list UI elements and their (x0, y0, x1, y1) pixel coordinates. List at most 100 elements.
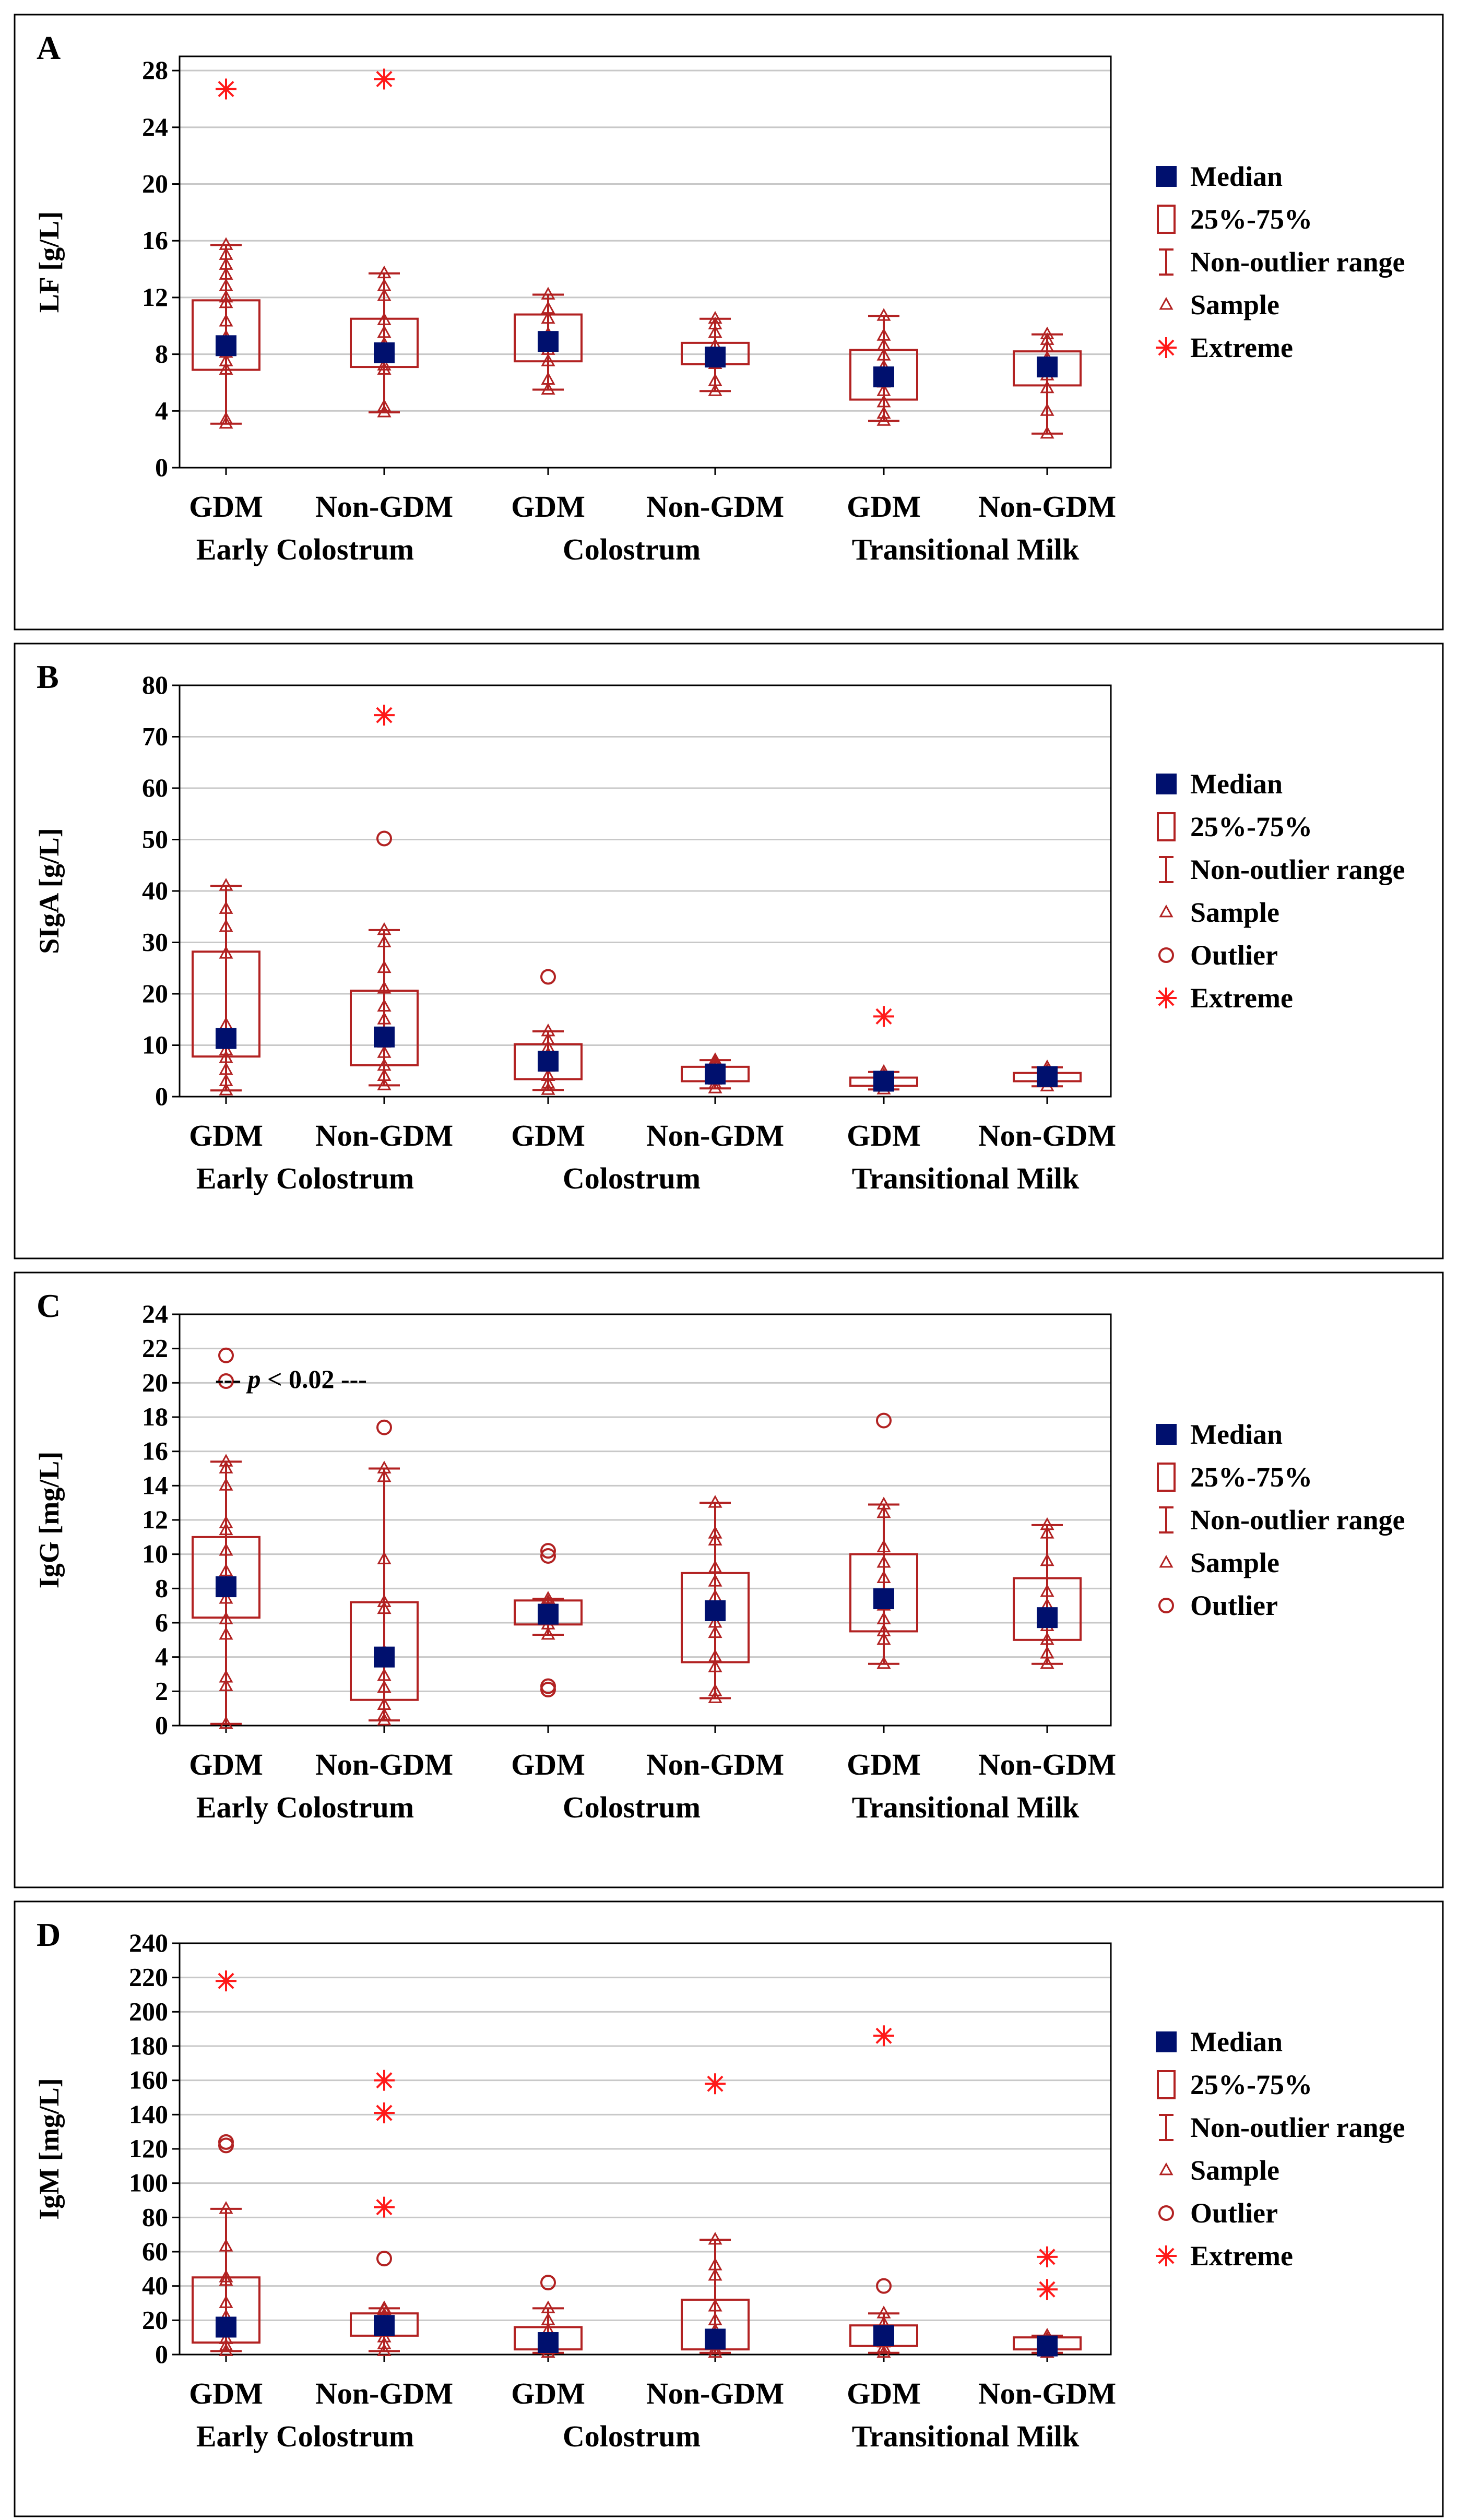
box-group (681, 1052, 750, 1093)
sample-marker (541, 287, 555, 300)
sample-marker (541, 382, 555, 395)
sample-marker (377, 265, 392, 279)
box-group (514, 287, 583, 395)
y-tick-label: 40 (142, 2271, 168, 2300)
y-tick-label: 100 (129, 2168, 168, 2197)
sample-marker (377, 1068, 392, 1081)
legend-label: 25%-75% (1190, 811, 1312, 842)
legend-sample-icon (1159, 2162, 1173, 2176)
sample-marker (377, 2302, 392, 2315)
sample-marker (377, 934, 392, 947)
sample-marker (541, 311, 555, 324)
category-label: Colostrum (563, 1790, 701, 1824)
iqr-box (1013, 1577, 1082, 1641)
extreme-marker-stroke (376, 2199, 393, 2216)
legend-label: Non-outlier range (1190, 246, 1405, 278)
extreme-marker (705, 2073, 726, 2095)
sample-marker (377, 960, 392, 973)
legend-sample-icon (1159, 297, 1173, 310)
legend-box-icon (1157, 1463, 1176, 1492)
median-marker (216, 1576, 236, 1598)
sample-marker (876, 1505, 891, 1518)
sample-marker (219, 1042, 233, 1055)
y-tick-label: 22 (142, 1334, 168, 1363)
sample-marker (219, 1611, 233, 1624)
category-label: Colostrum (563, 532, 701, 566)
extreme-marker-stroke (218, 80, 234, 98)
extreme-marker (374, 68, 395, 90)
outlier-marker (540, 969, 556, 985)
legend: Median 25%-75% Non-outlier range Sample Outl… (1156, 1419, 1405, 1621)
box-group (350, 68, 419, 418)
sample-marker (219, 878, 233, 891)
group-label: GDM (847, 1748, 921, 1781)
y-tick-label: 80 (142, 670, 168, 699)
panel-letter: B (37, 658, 59, 695)
sample-marker (541, 301, 555, 314)
y-tick-label: 220 (129, 1963, 168, 1992)
box-group (192, 1970, 260, 2356)
sample-marker (377, 2300, 392, 2313)
legend-extreme-icon-stroke (1158, 990, 1175, 1006)
sample-marker (876, 406, 891, 419)
group-label: Non-GDM (315, 2376, 453, 2410)
sample-marker (377, 1697, 392, 1710)
box-group (192, 78, 260, 429)
box-group (350, 705, 419, 1090)
sample-marker (876, 1555, 891, 1568)
group-label: GDM (511, 1748, 585, 1781)
legend-extreme-icon (1156, 337, 1177, 358)
legend: Median 25%-75% Non-outlier range Sample Outl… (1156, 768, 1405, 1014)
sample-marker (708, 373, 722, 386)
box-group (849, 308, 918, 426)
sample-marker (708, 1690, 722, 1703)
sample-marker (1040, 425, 1054, 439)
outlier-marker (376, 1419, 392, 1435)
sample-marker (876, 1623, 891, 1636)
panel-frame (14, 1271, 1444, 1888)
sample-marker (708, 1615, 722, 1628)
y-tick-label: 16 (142, 225, 168, 255)
sample-marker (876, 2305, 891, 2319)
sample-marker (219, 1460, 233, 1473)
sample-marker (219, 1062, 233, 1075)
y-tick-label: 40 (142, 876, 168, 905)
legend-extreme-icon-stroke (1158, 339, 1175, 356)
y-tick-label: 12 (142, 1505, 168, 1534)
panel-d: 0 20 40 60 80 100 120 140 160 180 200 220 240 D IgM [m… (14, 1900, 1444, 2517)
sample-marker (219, 314, 233, 327)
sample-marker (219, 289, 233, 303)
sample-marker (541, 1082, 555, 1095)
legend-sample-icon (1159, 905, 1173, 918)
legend-label: Extreme (1190, 2240, 1293, 2272)
median-marker (538, 1051, 559, 1072)
box-group (350, 1419, 419, 1726)
median-marker (705, 347, 726, 368)
extreme-marker (216, 1970, 236, 1992)
sample-marker (377, 1057, 392, 1071)
sample-marker (219, 2269, 233, 2283)
sample-marker (219, 1073, 233, 1086)
sample-marker (708, 1495, 722, 1508)
sample-marker (219, 237, 233, 250)
extreme-marker (873, 1006, 894, 1027)
sample-marker (219, 2239, 233, 2252)
y-axis-label: IgG [mg/L] (33, 1452, 65, 1589)
legend-extreme-icon-stroke (1158, 2248, 1175, 2264)
sample-marker (377, 312, 392, 325)
group-label: Non-GDM (978, 1119, 1116, 1152)
y-tick-label: 10 (142, 1539, 168, 1568)
panel-letter: A (37, 29, 61, 66)
iqr-box (350, 317, 419, 369)
sample-marker (708, 2257, 722, 2271)
sample-marker (377, 2329, 392, 2343)
box-group (514, 2275, 583, 2358)
sample-marker (219, 2295, 233, 2308)
median-marker (1037, 1066, 1058, 1087)
y-axis-label: SIgA [g/L] (33, 828, 65, 954)
y-tick-label: 70 (142, 722, 168, 751)
outlier-marker (540, 2275, 556, 2291)
sample-marker (708, 1532, 722, 1546)
y-tick-label: 160 (129, 2065, 168, 2095)
